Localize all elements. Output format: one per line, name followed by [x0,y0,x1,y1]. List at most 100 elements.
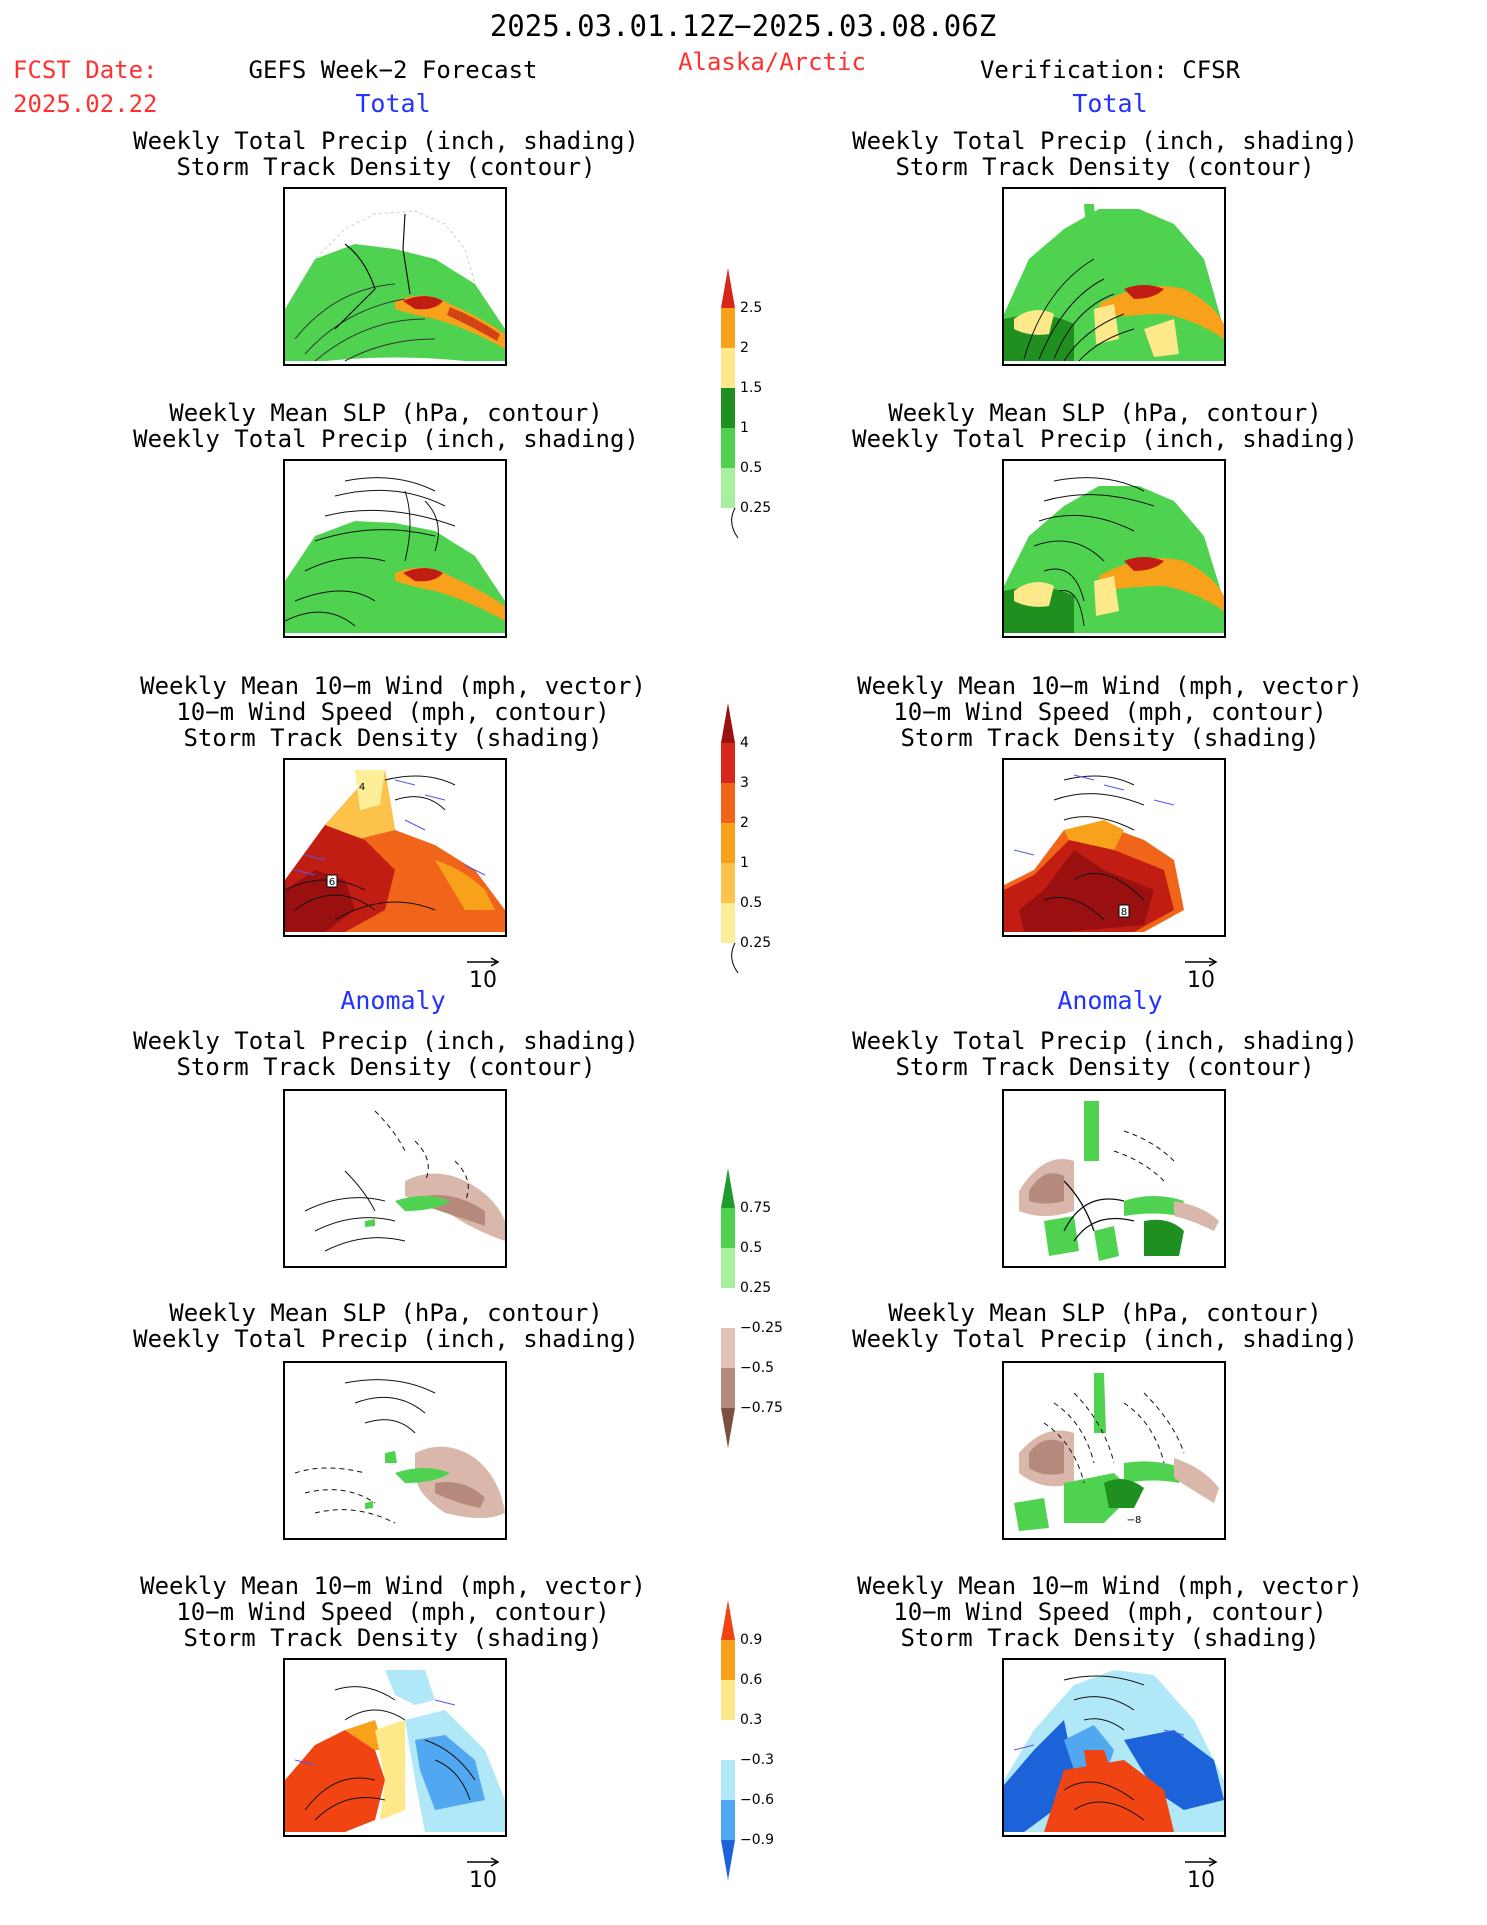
title-l3-a: Weekly Mean 10−m Wind (mph, vector) [140,672,646,700]
storm_anom-svg [721,1600,735,1880]
fcst-date-label: FCST Date: [13,56,158,84]
precip_total-swatch [721,468,735,508]
title-l5-b: Weekly Total Precip (inch, shading) [133,1325,639,1353]
storm_anom-swatch [721,1600,735,1640]
verification-title: Verification: CFSR [979,56,1241,84]
map-anom-wind-left [283,1658,507,1837]
map-total-slp-right [1002,459,1226,638]
precip_total-swatch [721,348,735,388]
title-l1-a: Weekly Total Precip (inch, shading) [133,127,639,155]
region-title: Alaska/Arctic [678,48,866,76]
colorbar-storm-anom: 0.9 0.6 0.3 −0.3 −0.6 −0.9 [720,1600,774,1886]
precip_anom-swatch [721,1168,735,1208]
title-r5-a: Weekly Mean SLP (hPa, contour) [888,1299,1322,1327]
map-total-slp-left [283,459,507,638]
ref-vector-label: 10 [1187,968,1215,993]
precip_total-svg [721,268,739,539]
storm_anom-label: −0.6 [740,1792,774,1808]
precip_anom-label: −0.25 [740,1320,783,1336]
storm_anom-swatch [721,1760,735,1800]
title-r6-a: Weekly Mean 10−m Wind (mph, vector) [857,1572,1363,1600]
storm_anom-swatch [721,1680,735,1720]
colorbar-storm-total: 4 3 2 1 0.5 0.25 [720,703,771,981]
title-r6-c: Storm Track Density (shading) [900,1624,1320,1652]
title-r6-b: 10−m Wind Speed (mph, contour) [893,1598,1327,1626]
precip_total-swatch [721,268,735,308]
storm_total-label: 4 [740,735,749,751]
ref-vector-total-right: 10 [1181,956,1221,993]
storm_total-swatch [721,863,735,903]
colorbar-precip-total: 2.5 2 1.5 1 0.5 0.25 [720,268,771,546]
precip_anom-label: −0.5 [740,1360,774,1376]
title-r4-a: Weekly Total Precip (inch, shading) [852,1027,1358,1055]
precip_anom-label: 0.5 [740,1240,763,1256]
precip_total-label: 0.25 [740,500,772,516]
title-l6-c: Storm Track Density (shading) [183,1624,603,1652]
map-label-8: 8 [1121,907,1127,918]
section-anomaly-right: Anomaly [1057,986,1163,1015]
title-r1-a: Weekly Total Precip (inch, shading) [852,127,1358,155]
map-total-wind-left: 6 4 [283,758,507,937]
precip_anom-swatch [721,1368,735,1408]
title-l1-b: Storm Track Density (contour) [176,153,596,181]
storm_anom-swatch [721,1840,735,1880]
map-anom-precip-right [1002,1089,1226,1268]
precip_total-label: 2 [740,340,749,356]
fcst-date: 2025.02.22 [13,90,158,118]
storm_anom-label: 0.9 [740,1632,763,1648]
storm_total-svg [721,703,739,974]
title-r5-b: Weekly Total Precip (inch, shading) [852,1325,1358,1353]
title-l3-c: Storm Track Density (shading) [183,724,603,752]
precip_anom-swatch [721,1328,735,1368]
storm_anom-label: 0.6 [740,1672,763,1688]
precip_total-swatch [721,428,735,468]
title-l6-a: Weekly Mean 10−m Wind (mph, vector) [140,1572,646,1600]
map-anom-precip-left [283,1089,507,1268]
storm_total-label: 0.5 [740,895,763,911]
precip_total-label: 1.5 [740,380,763,396]
precip_anom-label: 0.75 [740,1200,772,1216]
ref-vector-anom-right: 10 [1181,1856,1221,1893]
storm_total-swatch [721,703,735,743]
storm_anom-label: 0.3 [740,1712,763,1728]
storm_total-label: 0.25 [740,935,772,951]
title-l2-a: Weekly Mean SLP (hPa, contour) [169,399,603,427]
title-l6-b: 10−m Wind Speed (mph, contour) [176,1598,610,1626]
precip_anom-label: −0.75 [740,1400,783,1416]
title-l4-b: Storm Track Density (contour) [176,1053,596,1081]
title-l5-a: Weekly Mean SLP (hPa, contour) [169,1299,603,1327]
precip_total-label: 2.5 [740,300,763,316]
map-label-neg8: −8 [1127,1515,1142,1526]
map-anom-slp-left [283,1361,507,1540]
precip_anom-svg [721,1168,735,1448]
title-r2-a: Weekly Mean SLP (hPa, contour) [888,399,1322,427]
map-total-wind-right: 8 [1002,758,1226,937]
precip_anom-swatch [721,1208,735,1248]
title-r3-c: Storm Track Density (shading) [900,724,1320,752]
storm_total-swatch [721,903,735,943]
title-l4-a: Weekly Total Precip (inch, shading) [133,1027,639,1055]
title-r1-b: Storm Track Density (contour) [895,153,1315,181]
ref-vector-total-left: 10 [463,956,503,993]
product-title: GEFS Week−2 Forecast [248,56,538,84]
storm_anom-label: −0.9 [740,1832,774,1848]
ref-vector-label: 10 [469,968,497,993]
storm_total-label: 3 [740,775,749,791]
precip_total-swatch [721,308,735,348]
storm_anom-swatch [721,1800,735,1840]
storm_anom-swatch [721,1640,735,1680]
title-r3-a: Weekly Mean 10−m Wind (mph, vector) [857,672,1363,700]
precip_total-label: 1 [740,420,749,436]
storm_total-label: 2 [740,815,749,831]
storm_anom-label: −0.3 [740,1752,774,1768]
map-label-4: 4 [359,782,365,793]
colorbar-precip-anom: 0.75 0.5 0.25 −0.25 −0.5 −0.75 [720,1168,783,1454]
storm_total-swatch [721,743,735,783]
map-anom-wind-right [1002,1658,1226,1837]
map-total-precip-right [1002,187,1226,366]
section-anomaly-left: Anomaly [340,986,446,1015]
precip_anom-label: 0.25 [740,1280,772,1296]
storm_total-swatch [721,823,735,863]
ref-vector-label: 10 [469,1868,497,1893]
precip_anom-swatch [721,1248,735,1288]
